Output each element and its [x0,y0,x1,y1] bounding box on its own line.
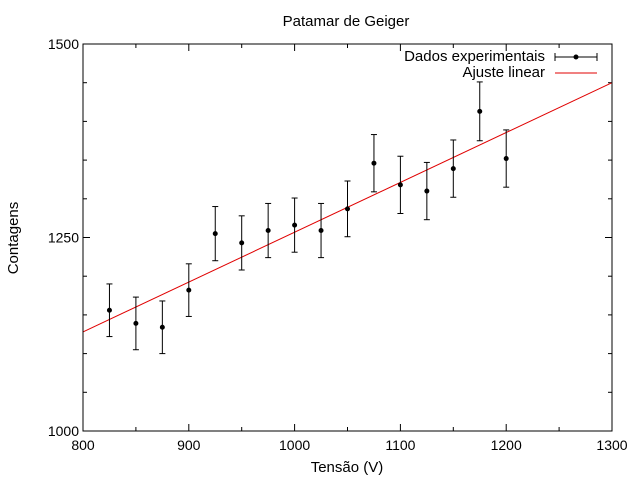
x-tick-label: 900 [177,437,201,453]
y-tick-label: 1250 [48,230,79,246]
x-tick-label: 1100 [385,437,415,453]
plot-frame [82,43,613,432]
data-point [212,206,219,262]
data-point [318,202,325,259]
data-point [370,134,377,193]
data-point [397,155,404,215]
legend-label-data: Dados experimentais [404,48,545,65]
data-point [159,300,166,355]
data-point [344,180,351,238]
data-point [503,129,510,188]
x-tick-label: 1200 [491,437,522,453]
y-tick-label: 1000 [48,423,79,439]
data-point [132,296,139,351]
data-points-layer [106,81,510,355]
legend: Dados experimentais Ajuste linear [404,48,598,81]
data-point [450,139,457,198]
data-point [476,81,483,142]
axis-ticks: 800 900 1000 1100 1200 1300 1000 1250 1500 [48,36,628,453]
y-tick-label: 1500 [48,36,79,52]
data-point [423,161,430,221]
legend-swatch-data [554,53,598,61]
data-point [106,283,113,338]
data-point [185,263,192,317]
legend-label-fit: Ajuste linear [462,64,545,81]
y-axis-label: Contagens [5,202,22,275]
x-tick-label: 1300 [596,437,627,453]
x-axis-label: Tensão (V) [311,459,384,476]
data-point [265,202,272,259]
x-tick-label: 1000 [279,437,310,453]
data-point [238,215,245,271]
x-tick-label: 800 [71,437,95,453]
data-point [291,197,298,253]
chart-title: Patamar de Geiger [283,13,410,30]
